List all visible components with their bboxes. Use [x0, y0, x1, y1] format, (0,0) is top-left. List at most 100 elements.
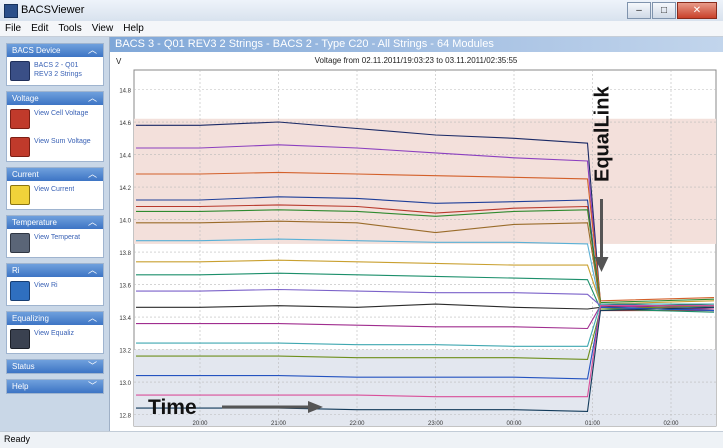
- chevron-up-icon: ︿: [87, 265, 97, 275]
- x-tick-label: 02:00: [663, 421, 679, 427]
- sidebar-item-label: View Sum Voltage: [34, 138, 91, 145]
- y-tick-label: 14.8: [119, 89, 131, 95]
- sidebar-item-current[interactable]: View Current: [7, 181, 103, 209]
- sidebar-item-device[interactable]: BACS 2 - Q01 REV3 2 Strings: [7, 57, 103, 85]
- group-help: Help ﹀: [6, 379, 104, 394]
- sidebar-item-equalizing[interactable]: View Equaliz: [7, 325, 103, 353]
- x-tick-label: 23:00: [428, 421, 444, 427]
- x-tick-label: 22:00: [349, 421, 365, 427]
- close-button[interactable]: ✕: [677, 2, 717, 19]
- menu-help[interactable]: Help: [123, 23, 144, 34]
- series-line: [136, 305, 715, 360]
- sidebar: BACS Device ︿ BACS 2 - Q01 REV3 2 Strings…: [0, 37, 110, 431]
- group-header-temperature[interactable]: Temperature ︿: [7, 216, 103, 229]
- group-status: Status ﹀: [6, 359, 104, 374]
- menu-bar: File Edit Tools View Help: [0, 21, 723, 37]
- series-line: [136, 306, 715, 380]
- group-header-current[interactable]: Current ︿: [7, 168, 103, 181]
- voltage-chart: Voltage from 02.11.2011/19:03:23 to 03.1…: [84, 56, 717, 427]
- y-tick-label: 13.6: [119, 284, 131, 290]
- series-line: [136, 238, 714, 308]
- group-header-equalizing[interactable]: Equalizing ︿: [7, 312, 103, 325]
- resistance-icon: [10, 281, 30, 301]
- series-line: [136, 305, 714, 398]
- sidebar-item-label: View Cell Voltage: [34, 110, 89, 117]
- status-text: Ready: [4, 434, 31, 444]
- y-tick-label: 14.4: [119, 154, 131, 160]
- window-title: BACSViewer: [21, 4, 85, 16]
- x-tick-label: 21:00: [271, 421, 287, 427]
- series-line: [136, 259, 715, 305]
- time-overlay-label: Time: [148, 396, 197, 419]
- group-header-ri[interactable]: Ri ︿: [7, 264, 103, 277]
- series-line: [136, 288, 714, 307]
- group-bacs-device: BACS Device ︿ BACS 2 - Q01 REV3 2 Strings: [6, 43, 104, 86]
- series-line: [136, 272, 715, 313]
- window-titlebar: BACSViewer – □ ✕: [0, 0, 723, 22]
- series-line: [136, 303, 714, 347]
- y-tick-label: 14.2: [119, 186, 131, 192]
- menu-tools[interactable]: Tools: [58, 23, 82, 34]
- content-title: BACS 3 - Q01 REV3 2 Strings - BACS 2 - T…: [115, 38, 494, 50]
- group-header-voltage[interactable]: Voltage ︿: [7, 92, 103, 105]
- sidebar-item-label: View Temperat: [34, 234, 81, 241]
- group-ri: Ri ︿ View Ri: [6, 263, 104, 306]
- chevron-up-icon: ︿: [87, 45, 97, 55]
- y-tick-label: 13.0: [119, 381, 131, 387]
- app-icon: [4, 4, 18, 18]
- chart-area: Voltage from 02.11.2011/19:03:23 to 03.1…: [84, 52, 723, 431]
- device-icon: [10, 61, 30, 81]
- sum-voltage-icon: [10, 137, 30, 157]
- sidebar-item-temperature[interactable]: View Temperat: [7, 229, 103, 257]
- equallink-label: EqualLink: [592, 86, 614, 182]
- chevron-up-icon: ︿: [87, 93, 97, 103]
- sidebar-item-label: View Equaliz: [34, 330, 74, 337]
- group-equalizing: Equalizing ︿ View Equaliz: [6, 311, 104, 354]
- y-tick-label: 13.2: [119, 349, 131, 355]
- band-low: [134, 349, 716, 426]
- sidebar-item-label: View Ri: [34, 282, 58, 289]
- group-header-help[interactable]: Help ﹀: [7, 380, 103, 393]
- group-header-bacs-device[interactable]: BACS Device ︿: [7, 44, 103, 57]
- sidebar-item-label: BACS 2 - Q01 REV3 2 Strings: [34, 62, 82, 78]
- chevron-down-icon: ﹀: [87, 361, 97, 371]
- band-high: [134, 118, 716, 244]
- y-axis-unit: V: [116, 57, 122, 66]
- content-header: BACS 3 - Q01 REV3 2 Strings - BACS 2 - T…: [110, 37, 723, 52]
- temperature-icon: [10, 233, 30, 253]
- y-tick-label: 13.8: [119, 251, 131, 257]
- cell-voltage-icon: [10, 109, 30, 129]
- series-line: [136, 121, 715, 308]
- chevron-up-icon: ︿: [87, 313, 97, 323]
- menu-edit[interactable]: Edit: [31, 23, 49, 34]
- chevron-up-icon: ︿: [87, 217, 97, 227]
- sidebar-item-cell-voltage[interactable]: View Cell Voltage: [7, 105, 103, 133]
- minimize-button[interactable]: –: [627, 2, 651, 19]
- status-bar: Ready: [0, 431, 723, 448]
- y-tick-label: 14.0: [119, 219, 131, 225]
- right-arrow-icon: [308, 401, 323, 413]
- chart-title: Voltage from 02.11.2011/19:03:23 to 03.1…: [315, 56, 518, 65]
- x-tick-label: 00:00: [506, 421, 522, 427]
- menu-view[interactable]: View: [91, 23, 114, 34]
- sidebar-item-ri[interactable]: View Ri: [7, 277, 103, 305]
- x-tick-label: 01:00: [585, 421, 601, 427]
- y-tick-label: 14.6: [119, 121, 131, 127]
- sidebar-item-sum-voltage[interactable]: View Sum Voltage: [7, 133, 103, 161]
- y-tick-label: 13.4: [119, 316, 131, 322]
- series-line: [136, 305, 715, 330]
- menu-file[interactable]: File: [5, 23, 22, 34]
- down-arrow-icon: [594, 257, 609, 272]
- series-line: [136, 220, 715, 310]
- chevron-up-icon: ︿: [87, 169, 97, 179]
- series-line: [136, 209, 715, 304]
- group-temperature: Temperature ︿ View Temperat: [6, 215, 104, 258]
- current-icon: [10, 185, 30, 205]
- group-current: Current ︿ View Current: [6, 167, 104, 210]
- chevron-down-icon: ﹀: [87, 381, 97, 391]
- group-voltage: Voltage ︿ View Cell Voltage View Sum Volt…: [6, 91, 104, 162]
- sidebar-item-label: View Current: [34, 186, 75, 193]
- maximize-button[interactable]: □: [652, 2, 676, 19]
- group-header-status[interactable]: Status ﹀: [7, 360, 103, 373]
- main-content: BACS 3 - Q01 REV3 2 Strings - BACS 2 - T…: [84, 37, 723, 431]
